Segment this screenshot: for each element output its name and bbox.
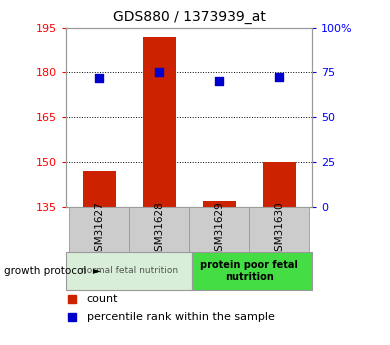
Text: count: count [87, 295, 118, 304]
Text: growth protocol  ►: growth protocol ► [4, 266, 101, 276]
Bar [143, 37, 176, 207]
Text: normal fetal nutrition: normal fetal nutrition [81, 266, 178, 275]
Text: GSM31628: GSM31628 [154, 201, 164, 258]
Point [276, 74, 282, 80]
Point [96, 76, 103, 81]
Bar [262, 162, 296, 207]
Bar [189, 207, 249, 252]
Text: GSM31627: GSM31627 [94, 201, 104, 258]
Text: GSM31629: GSM31629 [214, 201, 224, 258]
Text: protein poor fetal
nutrition: protein poor fetal nutrition [200, 260, 298, 282]
Point [216, 79, 222, 84]
Bar [192, 252, 312, 290]
Text: percentile rank within the sample: percentile rank within the sample [87, 312, 275, 322]
Bar [83, 171, 116, 207]
Bar [69, 207, 129, 252]
Point [156, 70, 162, 75]
Bar [249, 207, 309, 252]
Bar [203, 201, 236, 207]
Bar [129, 207, 189, 252]
Title: GDS880 / 1373939_at: GDS880 / 1373939_at [113, 10, 266, 24]
Text: GSM31630: GSM31630 [274, 201, 284, 258]
Bar [66, 252, 192, 290]
